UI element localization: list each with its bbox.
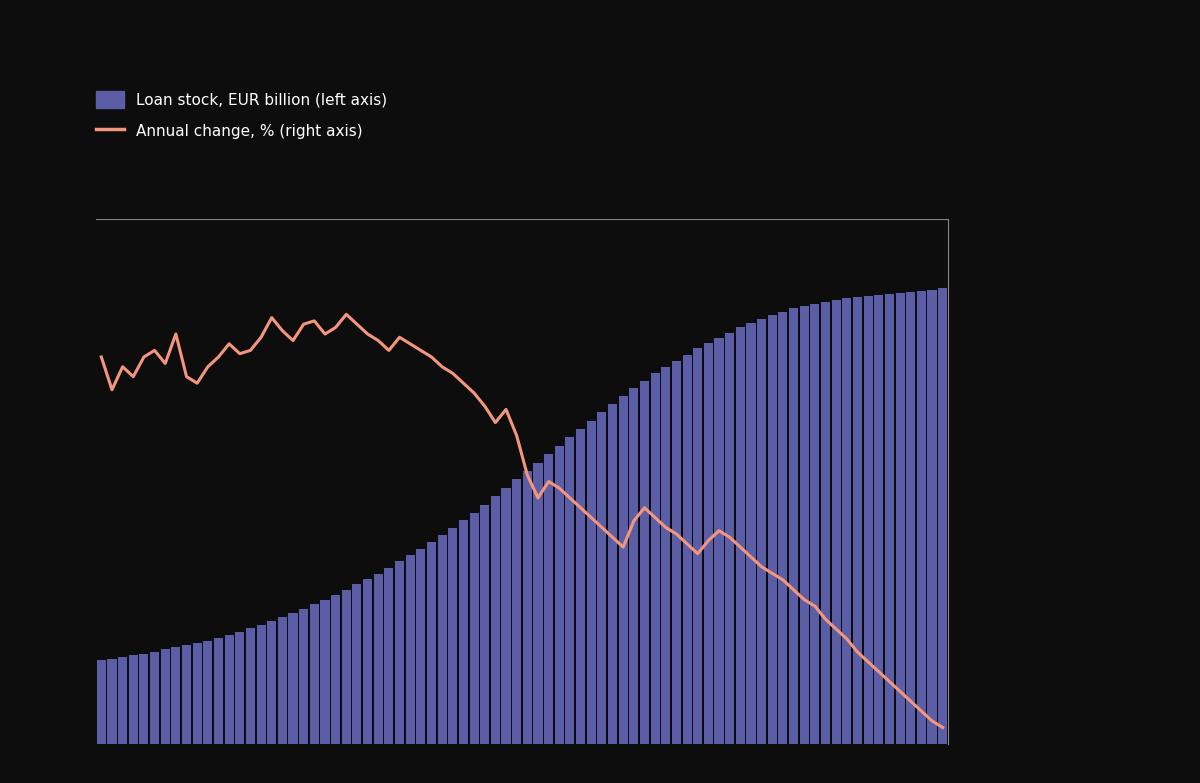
Bar	[299, 608, 308, 744]
Bar	[757, 319, 766, 744]
Bar	[534, 463, 542, 744]
Bar	[640, 381, 649, 744]
Bar	[182, 645, 191, 744]
Bar	[161, 649, 169, 744]
Bar	[512, 479, 521, 744]
Bar	[268, 621, 276, 744]
Bar	[150, 651, 160, 744]
Bar	[544, 454, 553, 744]
Bar	[288, 612, 298, 744]
Bar	[714, 337, 724, 744]
Bar	[864, 296, 872, 744]
Bar	[364, 579, 372, 744]
Bar	[779, 312, 787, 744]
Bar	[491, 496, 500, 744]
Bar	[246, 629, 254, 744]
Bar	[790, 309, 798, 744]
Bar	[725, 333, 734, 744]
Bar	[469, 513, 479, 744]
Bar	[108, 659, 116, 744]
Bar	[884, 294, 894, 744]
Bar	[619, 395, 628, 744]
Bar	[661, 367, 671, 744]
Bar	[502, 488, 510, 744]
Bar	[310, 604, 319, 744]
Bar	[416, 549, 425, 744]
Bar	[172, 648, 180, 744]
Legend: Loan stock, EUR billion (left axis), Annual change, % (right axis): Loan stock, EUR billion (left axis), Ann…	[91, 86, 391, 144]
Bar	[938, 288, 947, 744]
Bar	[193, 643, 202, 744]
Bar	[139, 654, 149, 744]
Bar	[629, 388, 638, 744]
Bar	[853, 297, 862, 744]
Bar	[565, 438, 575, 744]
Bar	[395, 561, 404, 744]
Bar	[799, 306, 809, 744]
Bar	[353, 584, 361, 744]
Bar	[598, 413, 606, 744]
Bar	[480, 504, 490, 744]
Bar	[523, 471, 532, 744]
Bar	[427, 543, 436, 744]
Bar	[608, 404, 617, 744]
Bar	[118, 657, 127, 744]
Bar	[458, 521, 468, 744]
Bar	[906, 291, 916, 744]
Bar	[704, 343, 713, 744]
Bar	[736, 327, 745, 744]
Bar	[683, 355, 691, 744]
Bar	[203, 641, 212, 744]
Bar	[97, 660, 106, 744]
Bar	[224, 635, 234, 744]
Bar	[650, 373, 660, 744]
Bar	[746, 323, 756, 744]
Bar	[257, 626, 265, 744]
Bar	[875, 294, 883, 744]
Bar	[320, 600, 330, 744]
Bar	[928, 290, 936, 744]
Bar	[214, 638, 223, 744]
Bar	[821, 302, 830, 744]
Bar	[694, 348, 702, 744]
Bar	[672, 361, 680, 744]
Bar	[128, 655, 138, 744]
Bar	[342, 590, 350, 744]
Bar	[331, 595, 340, 744]
Bar	[576, 429, 586, 744]
Bar	[373, 574, 383, 744]
Bar	[278, 617, 287, 744]
Bar	[449, 528, 457, 744]
Bar	[917, 290, 926, 744]
Bar	[406, 555, 415, 744]
Bar	[810, 305, 820, 744]
Bar	[842, 298, 851, 744]
Bar	[895, 293, 905, 744]
Bar	[235, 632, 245, 744]
Bar	[384, 568, 394, 744]
Bar	[438, 535, 446, 744]
Bar	[832, 300, 841, 744]
Bar	[768, 315, 776, 744]
Bar	[554, 446, 564, 744]
Bar	[587, 420, 595, 744]
